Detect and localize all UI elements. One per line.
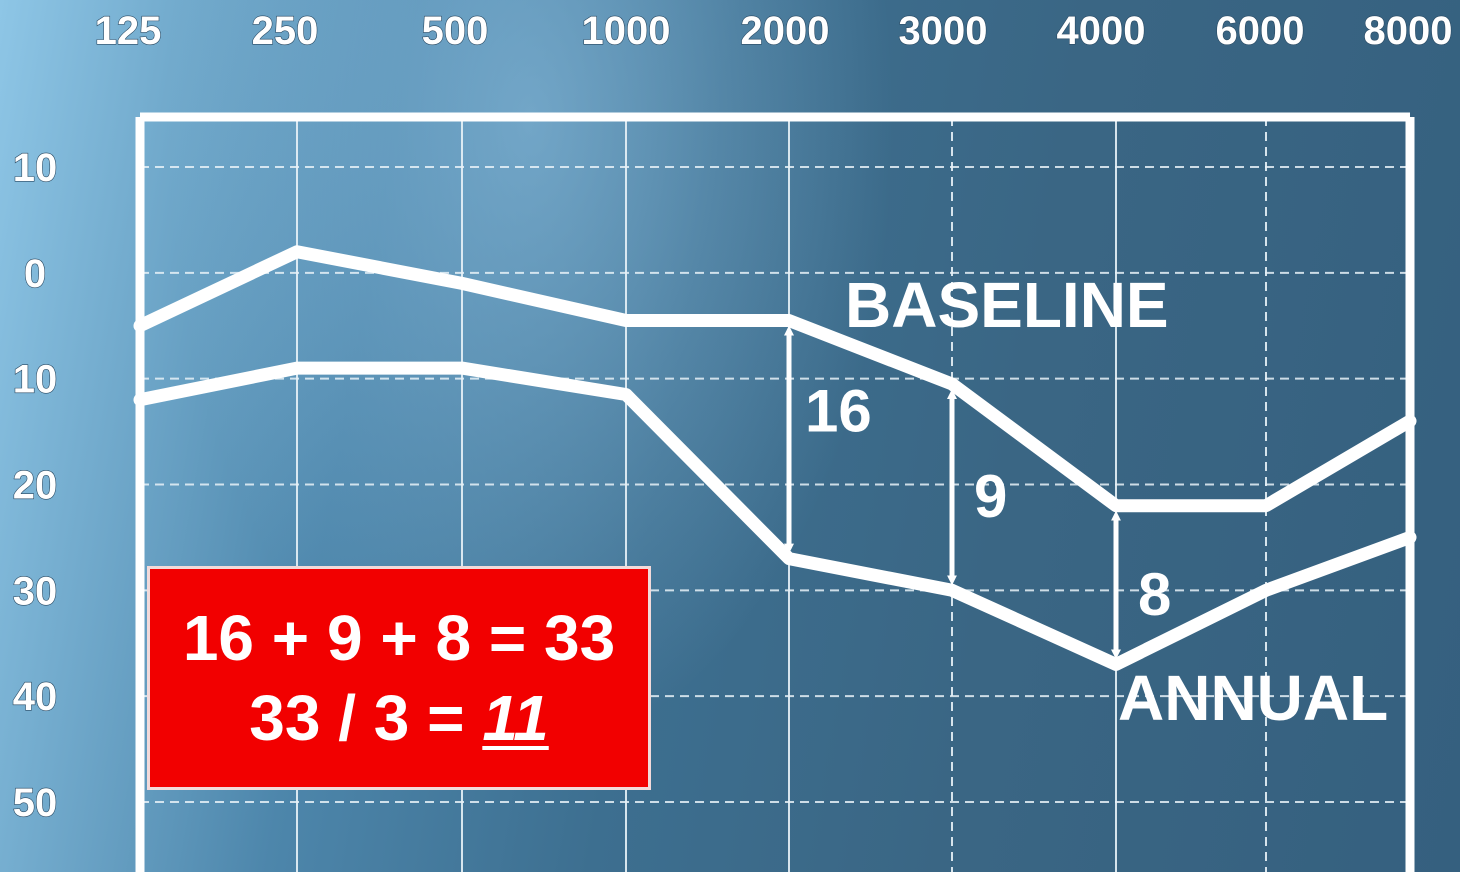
shift-label-3000: 9 [974, 463, 1007, 530]
threshold-shift-arrows [784, 325, 1121, 660]
y-tick-label-0: 10 [13, 146, 58, 190]
series-annual-line [133, 361, 1417, 671]
x-tick-label-3000: 3000 [899, 9, 988, 53]
calculation-average-result: 11 [482, 682, 549, 754]
x-tick-label-1000: 1000 [582, 9, 671, 53]
series-layer [133, 245, 1417, 671]
x-tick-label-500: 500 [422, 9, 489, 53]
series-baseline-line [133, 245, 1417, 513]
x-tick-label-8000: 8000 [1364, 9, 1453, 53]
y-tick-label-2: 10 [13, 358, 58, 402]
shift-label-4000: 8 [1138, 561, 1171, 628]
calculation-average-prefix: 33 / 3 = [249, 682, 483, 754]
y-tick-label-6: 50 [13, 781, 58, 825]
x-tick-label-2000: 2000 [741, 9, 830, 53]
x-tick-label-250: 250 [252, 9, 319, 53]
x-tick-label-4000: 4000 [1057, 9, 1146, 53]
plot-frame [135, 112, 1415, 872]
x-tick-label-125: 125 [95, 9, 162, 53]
series-baseline-label: BASELINE [845, 269, 1169, 341]
y-tick-label-4: 30 [13, 569, 58, 613]
calculation-box: 16 + 9 + 8 = 33 33 / 3 = 11 [147, 566, 651, 790]
x-tick-label-6000: 6000 [1216, 9, 1305, 53]
shift-label-2000: 16 [805, 378, 872, 445]
y-tick-label-3: 20 [13, 464, 58, 508]
y-tick-label-1: 0 [24, 252, 46, 296]
y-tick-label-5: 40 [13, 675, 58, 719]
series-annual-label: ANNUAL [1118, 662, 1388, 734]
calculation-sum: 16 + 9 + 8 = 33 [182, 602, 616, 674]
calculation-average: 33 / 3 = 11 [249, 678, 549, 758]
